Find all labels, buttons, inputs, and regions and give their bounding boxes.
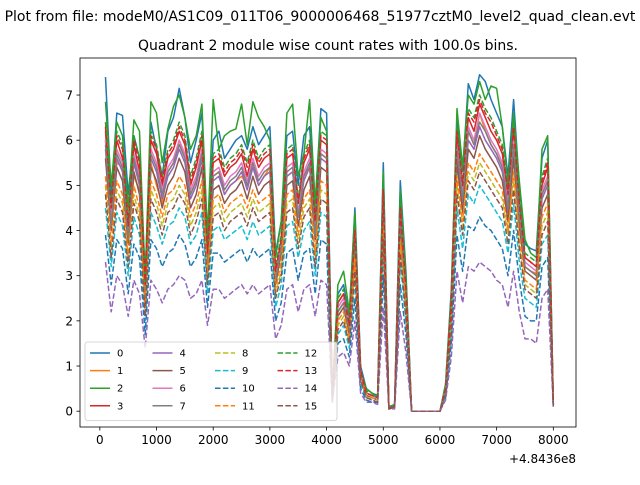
x-tick-label: 8000	[538, 433, 569, 447]
x-offset-label: +4.8436e8	[509, 452, 576, 466]
legend-label-14: 14	[305, 384, 318, 395]
x-tick-label: 6000	[425, 433, 456, 447]
x-tick-label: 3000	[255, 433, 286, 447]
legend-label-15: 15	[305, 401, 318, 412]
x-tick-label: 4000	[311, 433, 342, 447]
series-lines	[104, 73, 555, 412]
legend-box	[84, 341, 338, 421]
y-tick-label: 1	[65, 360, 73, 374]
series-line-9	[104, 184, 555, 412]
legend-label-12: 12	[305, 349, 318, 360]
legend-label-3: 3	[117, 401, 123, 412]
y-tick-label: 5	[65, 179, 73, 193]
legend-label-2: 2	[117, 384, 123, 395]
legend-label-5: 5	[180, 366, 186, 377]
legend-label-6: 6	[180, 384, 186, 395]
axes-frame	[79, 57, 577, 428]
legend-label-11: 11	[242, 401, 255, 412]
y-tick-label: 0	[65, 405, 73, 419]
y-tick-label: 2	[65, 314, 73, 328]
series-line-15	[104, 171, 555, 412]
x-tick-label: 1000	[141, 433, 172, 447]
plot-area: 0 1000 2000 3000 4000 5000 6000 7000 80000123456…	[65, 57, 577, 466]
y-tick-label: 6	[65, 134, 73, 148]
chart-title: Quadrant 2 module wise count rates with …	[138, 38, 518, 54]
x-tick-label: 7000	[481, 433, 512, 447]
legend-label-1: 1	[117, 366, 123, 377]
figure-suptitle: Plot from file: modeM0/AS1C09_011T06_900…	[5, 9, 636, 25]
legend-label-7: 7	[180, 401, 186, 412]
y-tick-label: 7	[65, 89, 73, 103]
y-tick-label: 3	[65, 269, 73, 283]
legend-label-4: 4	[180, 349, 186, 360]
legend-label-10: 10	[242, 384, 255, 395]
x-tick-label: 2000	[198, 433, 229, 447]
y-tick-label: 4	[65, 224, 73, 238]
legend-label-9: 9	[242, 366, 248, 377]
series-line-13	[104, 98, 555, 412]
x-tick-label: 0	[96, 433, 104, 447]
legend-label-8: 8	[242, 349, 248, 360]
x-tick-label: 5000	[368, 433, 399, 447]
legend-label-13: 13	[305, 366, 318, 377]
legend-label-0: 0	[117, 349, 123, 360]
